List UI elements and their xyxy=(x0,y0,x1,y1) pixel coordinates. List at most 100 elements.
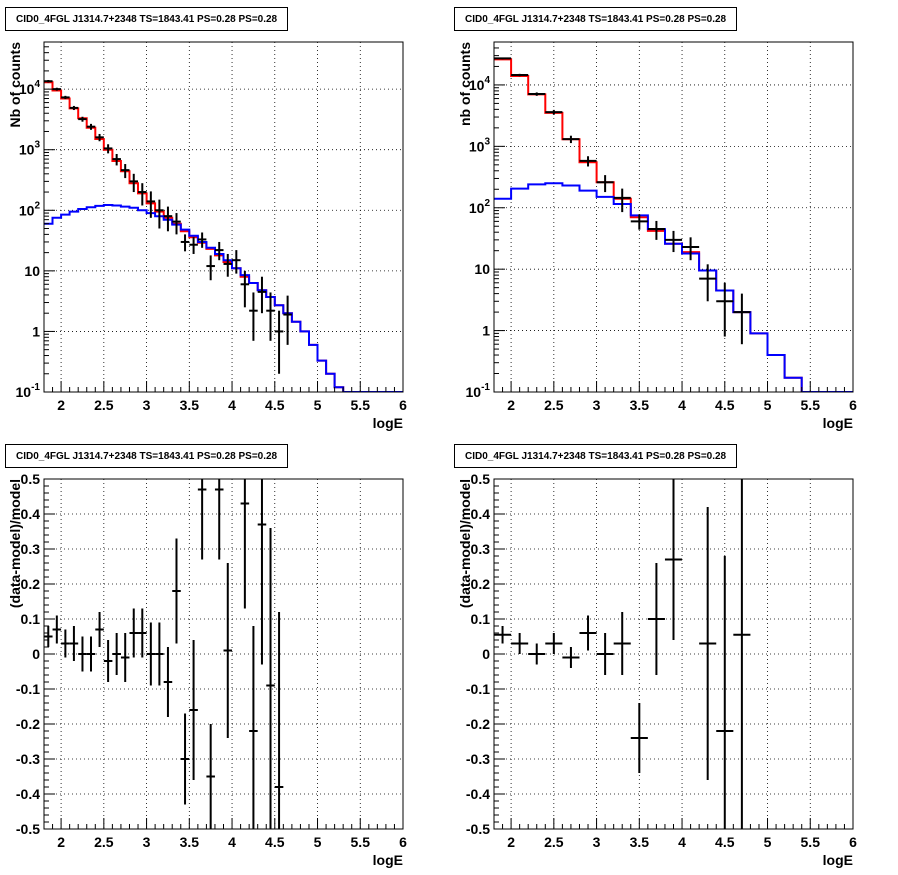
x-tick-label: 5.5 xyxy=(351,397,371,413)
residual-point xyxy=(528,643,546,665)
x-axis-label: logE xyxy=(373,852,403,868)
data-point xyxy=(197,232,207,248)
x-tick-label: 6 xyxy=(849,834,857,850)
residual-point xyxy=(716,556,734,829)
x-tick-label: 2.5 xyxy=(544,834,564,850)
residual-point xyxy=(699,507,717,780)
y-axis-label: nb of counts xyxy=(457,42,473,126)
residual-point xyxy=(120,633,130,682)
data-point xyxy=(283,295,292,345)
y-tick-label: 0.3 xyxy=(471,541,491,557)
x-tick-label: 4.5 xyxy=(265,397,285,413)
plot-area xyxy=(44,479,284,829)
x-axis-label: logE xyxy=(823,852,853,868)
plot-frame xyxy=(43,41,404,393)
residual-point xyxy=(61,629,70,658)
x-tick-label: 6 xyxy=(399,834,407,850)
data-point xyxy=(240,270,250,308)
x-tick-label: 6 xyxy=(849,397,857,413)
data-point xyxy=(545,109,563,115)
y-tick-label: -0.2 xyxy=(16,716,40,732)
data-point xyxy=(528,92,546,96)
panel-2: 2 2.5 3 3.5 4 4.5 5 5.5 6 10-1 1 10 102 103 104 logE nb … xyxy=(457,41,857,431)
residual-point xyxy=(197,479,207,560)
data-point xyxy=(699,264,717,302)
residual-point xyxy=(206,724,215,829)
data-point xyxy=(630,214,648,230)
panel-4: 2 2.5 3 3.5 4 4.5 5 5.5 6 -0.5 -0.4 -0.3 -0.2 -0.1 0 0.… xyxy=(457,471,857,868)
x-tick-label: 3.5 xyxy=(630,397,650,413)
residual-point xyxy=(511,633,529,654)
y-tick-label: 1 xyxy=(482,323,490,339)
panel-1-title: CID0_4FGL J1314.7+2348 TS=1843.41 PS=0.2… xyxy=(5,7,289,31)
y-axis-label: (data-model)/model xyxy=(7,479,23,608)
data-point xyxy=(44,80,53,83)
y-tick-label: 10-1 xyxy=(16,382,41,400)
data-point xyxy=(562,135,580,144)
y-tick-label: 0.3 xyxy=(21,541,41,557)
y-tick-label: 0.1 xyxy=(471,611,491,627)
data-point xyxy=(613,188,631,213)
residual-point xyxy=(112,633,121,675)
residual-point xyxy=(266,528,275,829)
y-tick-label: 0.1 xyxy=(21,611,41,627)
x-tick-label: 5.5 xyxy=(801,397,821,413)
x-axis-ticks xyxy=(493,381,854,392)
x-tick-label: 4 xyxy=(678,397,686,413)
x-tick-label: 2 xyxy=(57,834,65,850)
x-tick-label: 3 xyxy=(593,834,601,850)
x-tick-label: 2 xyxy=(57,397,65,413)
x-tick-label: 5.5 xyxy=(801,834,821,850)
y-tick-label: 0 xyxy=(482,646,490,662)
plot-area xyxy=(494,57,853,392)
y-tick-label: 103 xyxy=(19,140,41,158)
x-tick-label: 4.5 xyxy=(715,834,735,850)
residual-point xyxy=(44,626,53,647)
data-point xyxy=(511,73,529,77)
x-tick-label: 3 xyxy=(143,397,151,413)
residual-point xyxy=(545,633,563,654)
residual-point xyxy=(257,479,267,665)
data-point xyxy=(78,116,87,122)
x-tick-label: 3.5 xyxy=(180,397,200,413)
x-tick-label: 3 xyxy=(143,834,151,850)
data-point xyxy=(103,144,113,154)
data-point xyxy=(155,199,164,229)
data-point xyxy=(120,164,130,179)
residual-point xyxy=(172,538,181,644)
residual-point xyxy=(274,612,284,829)
x-tick-label: 3 xyxy=(593,397,601,413)
x-tick-label: 5 xyxy=(764,834,772,850)
y-axis-label: Nb of counts xyxy=(7,42,23,128)
data-point xyxy=(682,237,700,261)
y-tick-label: 1 xyxy=(32,323,40,339)
residual-point xyxy=(146,622,156,686)
y-tick-label: -0.5 xyxy=(16,821,40,837)
y-tick-label: 104 xyxy=(469,75,491,93)
x-axis-label: logE xyxy=(823,415,853,431)
data-point xyxy=(69,105,79,111)
x-tick-label: 5 xyxy=(314,397,322,413)
x-tick-label: 2.5 xyxy=(94,397,114,413)
y-tick-label: 0.5 xyxy=(21,471,41,487)
x-tick-label: 2 xyxy=(507,834,515,850)
data-point xyxy=(180,234,190,252)
panel-3: 2 2.5 3 3.5 4 4.5 5 5.5 6 -0.5 -0.4 -0.3 -0.2 -0.1 0 0.… xyxy=(7,471,407,868)
y-tick-label: 102 xyxy=(469,198,491,216)
y-tick-label: -0.3 xyxy=(16,751,40,767)
y-tick-label: -0.4 xyxy=(16,786,40,802)
y-tick-label: 0.5 xyxy=(471,471,491,487)
data-point xyxy=(163,206,173,232)
y-tick-label: 10 xyxy=(24,263,40,279)
panel-1: 2 2.5 3 3.5 4 4.5 5 5.5 6 10-1 1 10 102 103 104 logE Nb … xyxy=(7,41,407,431)
residual-point xyxy=(494,626,512,644)
data-point xyxy=(257,276,267,314)
y-tick-label: 103 xyxy=(469,136,491,154)
y-tick-label: -0.2 xyxy=(466,716,490,732)
data-point xyxy=(61,95,70,100)
plot-frame xyxy=(43,478,404,830)
residual-point xyxy=(630,703,648,773)
x-tick-label: 4 xyxy=(228,834,236,850)
y-tick-label: -0.4 xyxy=(466,786,490,802)
